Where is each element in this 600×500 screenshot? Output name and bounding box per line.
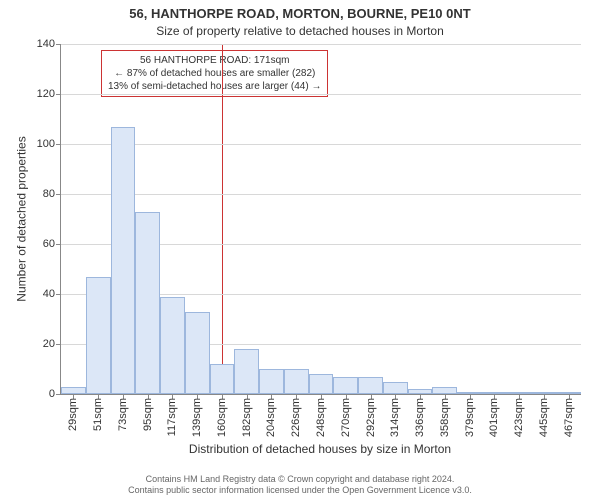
footer-attribution: Contains HM Land Registry data © Crown c… [0, 474, 600, 497]
gridline [61, 194, 581, 195]
x-tick-label: 204sqm [265, 398, 277, 437]
histogram-bar [432, 387, 457, 395]
gridline [61, 144, 581, 145]
y-tick-label: 80 [43, 188, 55, 200]
x-tick-label: 117sqm [166, 398, 178, 436]
footer-line-2: Contains public sector information licen… [0, 485, 600, 496]
x-tick-label: 292sqm [365, 398, 377, 437]
annotation-box: 56 HANTHORPE ROAD: 171sqm← 87% of detach… [101, 50, 328, 97]
x-tick-label: 358sqm [439, 398, 451, 437]
x-tick-label: 423sqm [513, 398, 525, 437]
histogram-bar [111, 127, 136, 395]
x-tick-label: 270sqm [340, 398, 352, 437]
histogram-bar [160, 297, 185, 395]
reference-line [222, 44, 223, 394]
x-tick-label: 226sqm [290, 398, 302, 437]
histogram-bar [259, 369, 284, 394]
page-subtitle: Size of property relative to detached ho… [0, 24, 600, 38]
x-tick-label: 29sqm [67, 398, 79, 431]
histogram-bar [210, 364, 235, 394]
histogram-bar [383, 382, 408, 395]
histogram-bar [358, 377, 383, 395]
footer-line-1: Contains HM Land Registry data © Crown c… [0, 474, 600, 485]
y-tick-label: 0 [49, 388, 55, 400]
gridline [61, 44, 581, 45]
x-tick-label: 95sqm [142, 398, 154, 431]
annotation-line: 56 HANTHORPE ROAD: 171sqm [108, 54, 321, 67]
y-tick-mark [56, 94, 61, 95]
x-tick-label: 73sqm [117, 398, 129, 431]
histogram-bar [185, 312, 210, 395]
y-tick-mark [56, 294, 61, 295]
x-axis-title: Distribution of detached houses by size … [60, 442, 580, 456]
y-axis-title: Number of detached properties [15, 136, 29, 301]
histogram-bar [234, 349, 259, 394]
x-tick-label: 248sqm [315, 398, 327, 437]
x-tick-label: 445sqm [538, 398, 550, 437]
page-title: 56, HANTHORPE ROAD, MORTON, BOURNE, PE10… [0, 6, 600, 21]
y-axis-title-container: Number of detached properties [14, 44, 30, 394]
y-tick-label: 120 [37, 88, 55, 100]
y-tick-label: 20 [43, 338, 55, 350]
histogram-bar [284, 369, 309, 394]
histogram-bar [309, 374, 334, 394]
y-tick-label: 60 [43, 238, 55, 250]
histogram-bar [333, 377, 358, 395]
x-tick-label: 160sqm [216, 398, 228, 437]
x-tick-label: 336sqm [414, 398, 426, 437]
x-tick-label: 182sqm [241, 398, 253, 437]
y-tick-mark [56, 144, 61, 145]
y-tick-mark [56, 244, 61, 245]
x-tick-label: 379sqm [464, 398, 476, 437]
gridline [61, 94, 581, 95]
x-tick-label: 51sqm [92, 398, 104, 431]
x-tick-label: 401sqm [488, 398, 500, 437]
x-tick-label: 467sqm [563, 398, 575, 437]
annotation-line: 13% of semi-detached houses are larger (… [108, 80, 321, 93]
x-tick-label: 314sqm [389, 398, 401, 437]
histogram-bar [61, 387, 86, 395]
y-tick-mark [56, 44, 61, 45]
histogram-bar [135, 212, 160, 395]
y-tick-label: 140 [37, 38, 55, 50]
y-tick-label: 40 [43, 288, 55, 300]
annotation-line: ← 87% of detached houses are smaller (28… [108, 67, 321, 80]
y-tick-mark [56, 344, 61, 345]
y-tick-mark [56, 194, 61, 195]
y-tick-mark [56, 394, 61, 395]
y-tick-label: 100 [37, 138, 55, 150]
x-tick-label: 139sqm [191, 398, 203, 437]
histogram-bar [86, 277, 111, 395]
histogram-plot: 56 HANTHORPE ROAD: 171sqm← 87% of detach… [60, 44, 581, 395]
